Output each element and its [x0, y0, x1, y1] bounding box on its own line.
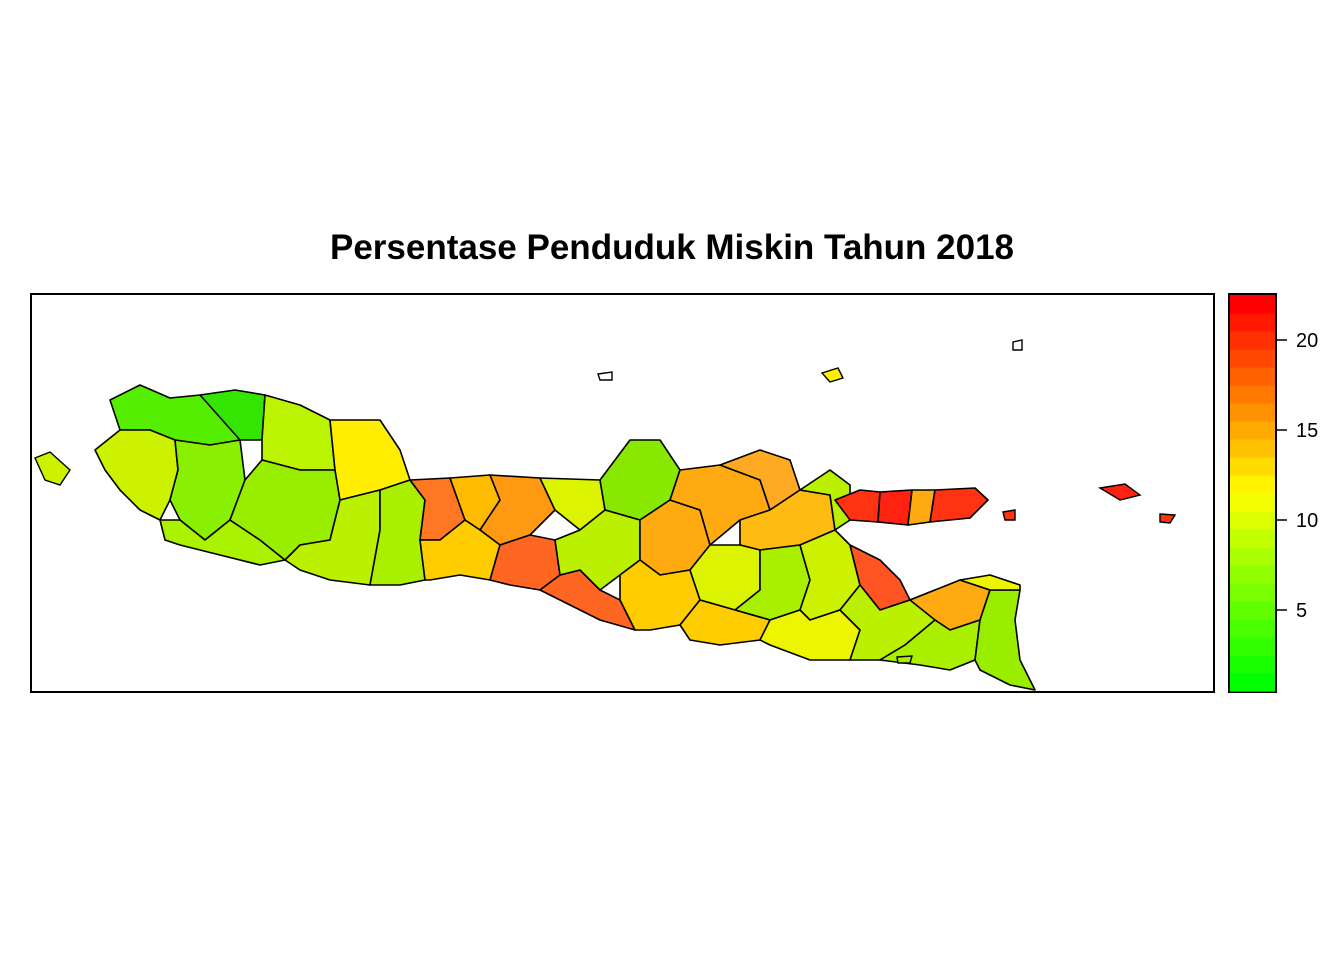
- legend-step: [1230, 457, 1275, 476]
- region-sampang: [877, 489, 913, 526]
- island-seribu-1: [597, 371, 613, 381]
- legend-step: [1230, 313, 1275, 332]
- region-banten-south: [94, 429, 179, 521]
- legend-tick-label: 5: [1296, 600, 1307, 622]
- island-bawean: [820, 367, 844, 383]
- legend-step: [1230, 511, 1275, 530]
- legend-tick-label: 10: [1296, 510, 1318, 532]
- legend-step: [1230, 421, 1275, 440]
- legend-step: [1230, 547, 1275, 566]
- legend-step: [1230, 385, 1275, 404]
- map-panel-frame: [30, 293, 1215, 693]
- legend-step: [1230, 475, 1275, 494]
- madura-island: [834, 487, 989, 526]
- island-ujung-kulon: [34, 451, 71, 486]
- island-kangean-east: [1159, 513, 1177, 524]
- legend-step: [1230, 655, 1275, 674]
- legend-step: [1230, 565, 1275, 584]
- region-banyuwangi: [974, 589, 1036, 691]
- island-karimun: [1012, 339, 1023, 351]
- legend-frame: [1228, 293, 1277, 693]
- region-sumenep: [929, 487, 989, 523]
- island-nusa-kambangan: [896, 655, 913, 664]
- legend-step: [1230, 403, 1275, 422]
- region-situbondo: [959, 574, 1021, 591]
- legend-step: [1230, 493, 1275, 512]
- legend-step: [1230, 331, 1275, 350]
- island-kangean: [1097, 483, 1142, 501]
- island-sapudi: [1002, 509, 1016, 521]
- color-legend: 5 10 15 20: [1228, 293, 1318, 693]
- legend-tick-label: 20: [1296, 330, 1318, 352]
- legend-step: [1230, 583, 1275, 602]
- region-karawang: [261, 394, 336, 471]
- legend-step: [1230, 295, 1275, 314]
- legend-step: [1230, 367, 1275, 386]
- legend-step: [1230, 637, 1275, 656]
- legend-tick-label: 15: [1296, 420, 1318, 442]
- legend-step: [1230, 529, 1275, 548]
- java-island: [94, 384, 1036, 691]
- legend-step: [1230, 439, 1275, 458]
- legend-step: [1230, 601, 1275, 620]
- legend-color-steps: [1230, 295, 1275, 692]
- map-title: Persentase Penduduk Miskin Tahun 2018: [329, 228, 1015, 267]
- legend-step: [1230, 619, 1275, 638]
- legend-step: [1230, 673, 1275, 692]
- small-islands: [34, 339, 1177, 664]
- legend-step: [1230, 349, 1275, 368]
- legend-ticks: 5 10 15 20: [1276, 330, 1318, 622]
